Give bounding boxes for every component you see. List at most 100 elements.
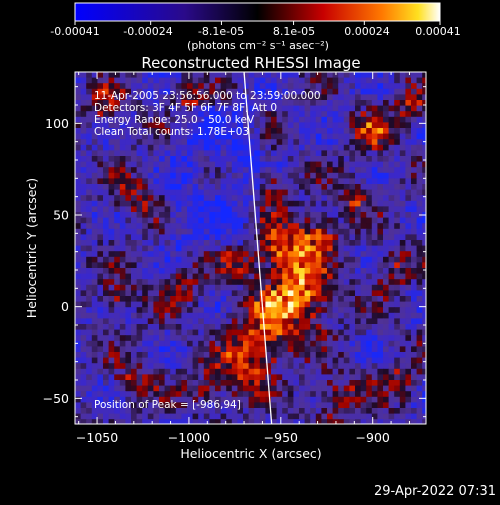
heatmap-cell: [203, 200, 210, 207]
heatmap-cell: [416, 301, 423, 308]
heatmap-cell: [332, 318, 339, 325]
heatmap-cell: [147, 111, 154, 118]
heatmap-cell: [310, 88, 317, 95]
heatmap-cell: [125, 284, 132, 291]
heatmap-cell: [209, 217, 216, 224]
heatmap-cell: [119, 380, 126, 386]
heatmap-cell: [304, 94, 311, 101]
heatmap-cell: [114, 251, 121, 258]
heatmap-cell: [187, 156, 193, 162]
heatmap-cell: [388, 217, 395, 224]
heatmap-cell: [108, 100, 115, 106]
heatmap-cell: [399, 290, 406, 297]
heatmap-cell: [287, 206, 294, 213]
heatmap-cell: [293, 128, 300, 134]
heatmap-cell: [349, 178, 356, 185]
heatmap-cell: [125, 290, 132, 297]
heatmap-cell: [271, 385, 277, 392]
heatmap-cell: [103, 352, 109, 358]
heatmap-cell: [147, 268, 154, 274]
heatmap-cell: [86, 284, 93, 291]
heatmap-cell: [119, 256, 126, 263]
heatmap-cell: [125, 374, 132, 381]
heatmap-cell: [80, 200, 87, 207]
heatmap-cell: [198, 251, 205, 258]
heatmap-cell: [108, 408, 115, 414]
heatmap-cell: [321, 77, 328, 84]
heatmap-cell: [276, 77, 283, 84]
heatmap-cell: [97, 374, 104, 381]
heatmap-cell: [243, 189, 249, 196]
heatmap-cell: [103, 262, 109, 269]
heatmap-cell: [327, 301, 333, 308]
heatmap-cell: [192, 105, 199, 112]
heatmap-cell: [366, 200, 373, 207]
heatmap-cell: [276, 206, 283, 213]
heatmap-cell: [293, 217, 300, 224]
heatmap-cell: [187, 128, 193, 134]
heatmap-cell: [209, 167, 216, 174]
heatmap-cell: [355, 368, 361, 375]
heatmap-cell: [360, 352, 367, 358]
heatmap-cell: [147, 324, 154, 330]
heatmap-cell: [164, 234, 171, 241]
heatmap-cell: [119, 413, 126, 420]
heatmap-cell: [299, 402, 305, 409]
heatmap-cell: [254, 184, 261, 190]
heatmap-cell: [136, 144, 143, 151]
heatmap-cell: [220, 189, 227, 196]
heatmap-cell: [91, 251, 98, 258]
heatmap-cell: [405, 212, 412, 218]
heatmap-cell: [299, 172, 305, 179]
heatmap-cell: [366, 234, 373, 241]
heatmap-cell: [198, 352, 205, 358]
heatmap-cell: [131, 167, 137, 174]
heatmap-cell: [147, 77, 154, 84]
heatmap-cell: [164, 340, 171, 347]
heatmap-cell: [383, 402, 389, 409]
heatmap-cell: [304, 312, 311, 319]
heatmap-cell: [164, 88, 171, 95]
heatmap-cell: [142, 116, 149, 123]
heatmap-cell: [254, 290, 261, 297]
heatmap-cell: [265, 357, 272, 364]
heatmap-cell: [243, 105, 249, 112]
heatmap-cell: [343, 116, 350, 123]
heatmap-cell: [332, 105, 339, 112]
heatmap-cell: [231, 133, 238, 140]
heatmap-cell: [187, 144, 193, 151]
heatmap-cell: [332, 156, 339, 162]
heatmap-cell: [343, 167, 350, 174]
heatmap-cell: [209, 94, 216, 101]
heatmap-cell: [181, 374, 188, 381]
heatmap-cell: [254, 335, 261, 342]
heatmap-cell: [293, 340, 300, 347]
heatmap-cell: [265, 234, 272, 241]
heatmap-cell: [86, 144, 93, 151]
heatmap-cell: [198, 402, 205, 409]
heatmap-cell: [142, 234, 149, 241]
heatmap-cell: [198, 374, 205, 381]
heatmap-cell: [215, 318, 221, 325]
heatmap-cell: [349, 324, 356, 330]
heatmap-cell: [388, 307, 395, 314]
heatmap-cell: [343, 128, 350, 134]
heatmap-cell: [86, 374, 93, 381]
heatmap-cell: [80, 116, 87, 123]
heatmap-cell: [411, 419, 417, 424]
heatmap-cell: [282, 363, 289, 370]
heatmap-cell: [187, 251, 193, 258]
heatmap-cell: [175, 156, 182, 162]
heatmap-cell: [299, 329, 305, 336]
heatmap-cell: [248, 105, 255, 112]
heatmap-cell: [321, 116, 328, 123]
heatmap-cell: [366, 245, 373, 252]
heatmap-cell: [114, 105, 121, 112]
heatmap-cell: [321, 324, 328, 330]
heatmap-cell: [80, 329, 87, 336]
heatmap-cell: [75, 335, 81, 342]
heatmap-cell: [282, 128, 289, 134]
heatmap-cell: [405, 268, 412, 274]
heatmap-cell: [125, 217, 132, 224]
heatmap-cell: [97, 245, 104, 252]
